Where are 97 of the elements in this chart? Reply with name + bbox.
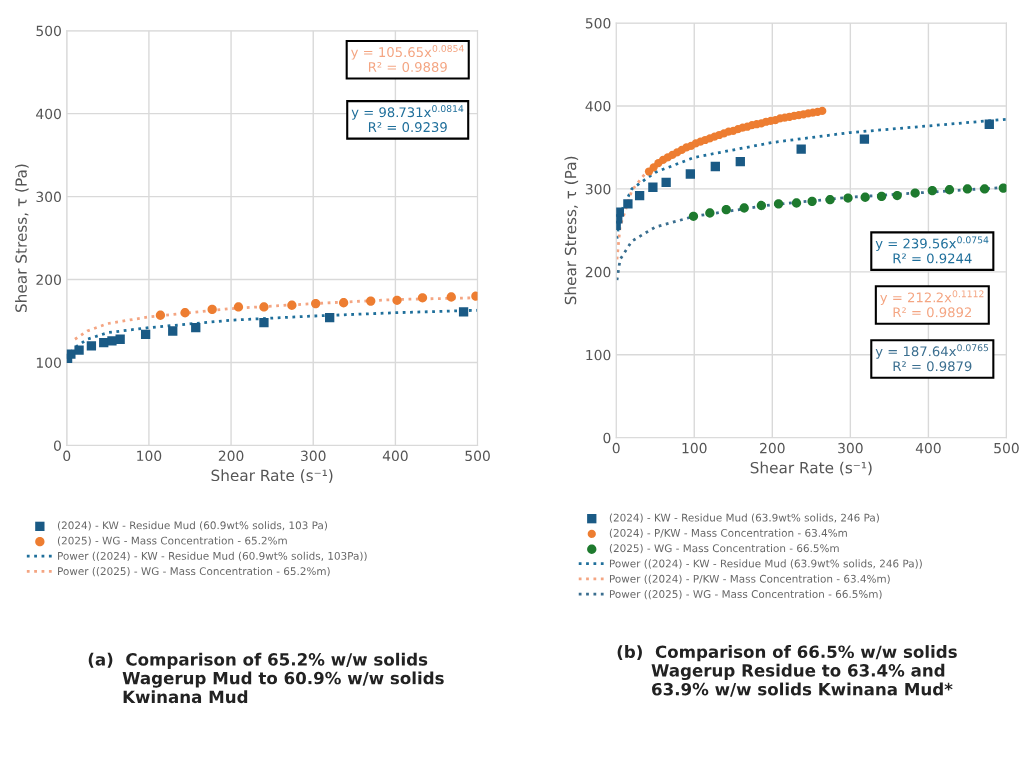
point xyxy=(259,302,269,312)
point xyxy=(107,336,117,346)
text: (b) Comparison of 66.5% w/w solids Wagerup Residue to 63.4% and 63.9% w/w solids Kwinana Mud* xyxy=(617,645,957,697)
point xyxy=(979,184,990,194)
point xyxy=(191,323,201,333)
point xyxy=(446,292,456,302)
annotation: y = 105.65x$^{0.0854}$ R² = 0.9889 xyxy=(351,44,464,72)
point xyxy=(648,182,658,192)
point xyxy=(818,106,827,116)
annotation: y = 239.56x$^{0.0754}$ R² = 0.9244 xyxy=(875,236,989,264)
y-tick-label: 100 xyxy=(586,349,611,361)
point xyxy=(843,193,853,203)
legend-label: Power ((2025) - WG - Mass Concentration - 65.2%m) xyxy=(58,567,330,577)
point xyxy=(962,184,973,194)
legend-label: (2024) - KW - Residue Mud (63.9wt% solids, 246 Pa) xyxy=(609,513,879,523)
y-tick-label: 100 xyxy=(36,357,61,368)
x-axis-title: Shear Rate (s⁻¹) xyxy=(211,469,333,483)
point xyxy=(685,169,696,179)
annotation: y = 212.2x$^{0.1112}$ R² = 0.9892 xyxy=(880,290,984,318)
text: (a) Comparison of 65.2% w/w solids Wagerup Mud to 60.9% w/w solids Kwinana Mud xyxy=(88,652,444,704)
x-tick-label: 500 xyxy=(994,442,1019,454)
y-tick-label: 400 xyxy=(36,108,61,120)
annotation: y = 187.64x$^{0.0765}$ R² = 0.9879 xyxy=(875,344,989,372)
point xyxy=(155,310,166,320)
legend-label: (2025) - WG - Mass Concentration - 65.2%m xyxy=(57,536,287,546)
x-tick-label: 400 xyxy=(915,442,941,454)
x-axis-title: Shear Rate (s⁻¹) xyxy=(750,461,872,476)
legend-label: (2024) - KW - Residue Mud (60.9wt% solids, 103 Pa) xyxy=(57,521,328,531)
point xyxy=(910,188,920,198)
legend-label: Power ((2024) - KW - Residue Mud (63.9wt% solids, 246 Pa)) xyxy=(609,559,922,569)
x-tick-label: 0 xyxy=(612,442,620,454)
point xyxy=(876,191,887,202)
y-tick-label: 300 xyxy=(585,183,611,195)
point xyxy=(796,144,806,154)
point xyxy=(791,198,802,208)
point xyxy=(417,293,428,303)
x-tick-label: 100 xyxy=(682,442,707,454)
point xyxy=(661,177,671,187)
point xyxy=(998,183,1007,193)
point xyxy=(311,298,321,309)
point xyxy=(86,341,97,351)
point xyxy=(739,203,749,213)
y-tick-label: 400 xyxy=(585,100,611,112)
point xyxy=(721,205,731,215)
x-tick-label: 500 xyxy=(465,450,490,462)
legend-label: (2025) - WG - Mass Concentration - 66.5%m xyxy=(609,544,839,554)
legend-label: Power ((2025) - WG - Mass Concentration - 66.5%m) xyxy=(609,589,882,600)
y-tick-label: 500 xyxy=(36,25,61,37)
point xyxy=(944,185,955,195)
x-tick-label: 200 xyxy=(760,442,785,454)
point xyxy=(735,156,745,167)
y-tick-label: 200 xyxy=(36,274,61,286)
point xyxy=(984,119,994,129)
point xyxy=(392,295,402,305)
point xyxy=(140,329,151,339)
x-tick-label: 300 xyxy=(301,450,326,462)
point xyxy=(710,161,720,172)
y-tick-label: 500 xyxy=(585,18,611,29)
point xyxy=(338,298,349,308)
point xyxy=(616,207,624,217)
x-tick-label: 400 xyxy=(382,450,408,462)
point xyxy=(287,300,297,310)
y-axis-title: Shear Stress, τ (Pa) xyxy=(15,164,29,312)
point xyxy=(634,190,645,201)
point xyxy=(892,190,902,201)
point xyxy=(825,195,835,205)
legend-label: Power ((2024) - KW - Residue Mud (60.9wt% solids, 103Pa)) xyxy=(58,551,367,562)
point xyxy=(458,307,469,317)
point xyxy=(115,334,125,344)
point xyxy=(773,199,784,209)
point xyxy=(74,345,84,355)
point xyxy=(705,208,715,218)
y-tick-label: 200 xyxy=(585,266,611,278)
legend-label: (2024) - P/KW - Mass Concentration - 63.4%m xyxy=(609,528,847,539)
annotation: y = 98.731x$^{0.0814}$ R² = 0.9239 xyxy=(351,105,464,133)
x-tick-label: 0 xyxy=(63,450,71,462)
x-tick-label: 200 xyxy=(218,450,244,462)
legend-label: Power ((2024) - P/KW - Mass Concentration - 63.4%m) xyxy=(609,574,890,584)
y-tick-label: 300 xyxy=(36,191,61,203)
point xyxy=(927,185,937,196)
point xyxy=(259,318,269,328)
point xyxy=(366,296,376,306)
point xyxy=(207,304,217,315)
point xyxy=(688,211,699,221)
y-axis-title: Shear Stress, τ (Pa) xyxy=(564,156,579,305)
point xyxy=(325,313,335,323)
point xyxy=(860,192,870,202)
x-tick-label: 100 xyxy=(137,450,162,462)
point xyxy=(233,302,244,312)
point xyxy=(180,308,190,318)
y-tick-label: 0 xyxy=(603,432,611,444)
point xyxy=(756,200,767,211)
point xyxy=(807,196,817,207)
point xyxy=(168,326,178,336)
point xyxy=(859,134,870,144)
point xyxy=(623,199,633,209)
x-tick-label: 300 xyxy=(838,442,863,454)
